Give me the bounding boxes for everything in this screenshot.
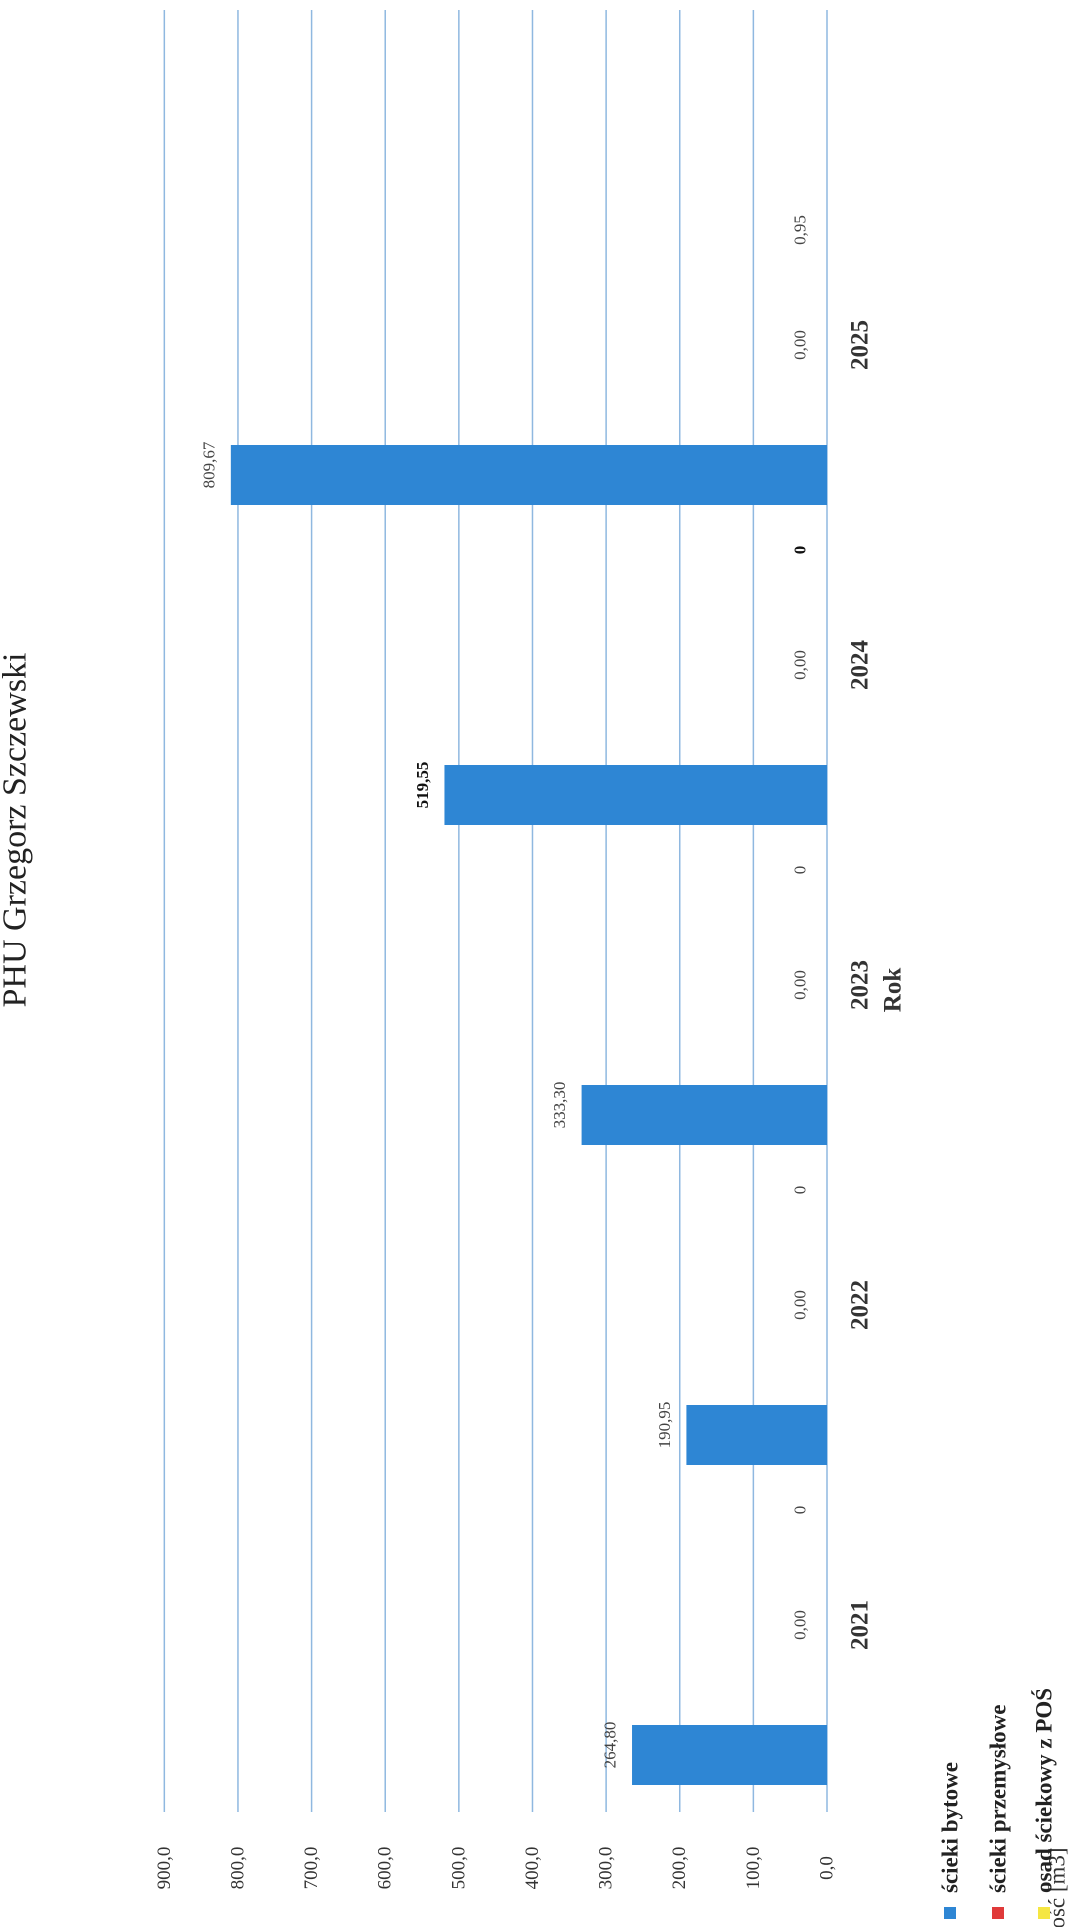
y-tick-label: 800,0: [227, 1847, 248, 1890]
chart-labels: 0,0 100,0 200,0 300,0 400,0 500,0 600,0 700,0 80…: [0, 215, 1070, 1927]
y-tick-label: 100,0: [743, 1847, 764, 1890]
data-label-osad: 0: [791, 866, 810, 875]
y-tick-label: 300,0: [596, 1847, 617, 1890]
data-label-bytowe: 264,80: [601, 1722, 620, 1769]
data-label-osad: 0: [791, 546, 810, 555]
data-label-bytowe: 809,67: [199, 441, 218, 488]
bar-bytowe-2022: [686, 1405, 827, 1465]
data-label-przemyslowe: 0,00: [791, 1610, 810, 1640]
legend-label: ścieki bytowe: [938, 1762, 963, 1893]
legend-swatch: [992, 1907, 1004, 1919]
bar-bytowe-2025: [230, 445, 828, 505]
gridlines: [163, 10, 828, 1812]
legend-label: osad ściekowy z POŚ: [1031, 1688, 1057, 1893]
chart-title: PHU Grzegorz Szczewski: [0, 653, 34, 1008]
legend-label: ścieki przemysłowe: [986, 1705, 1011, 1893]
data-label-osad: 0: [791, 1506, 810, 1515]
bars: [230, 445, 828, 1785]
y-tick-label: 900,0: [154, 1847, 175, 1890]
y-tick-label: 200,0: [669, 1847, 690, 1890]
data-label-przemyslowe: 0,00: [791, 650, 810, 680]
y-tick-label: 500,0: [448, 1847, 469, 1890]
y-tick-label: 0,0: [817, 1856, 838, 1880]
bar-bytowe-2023: [581, 1085, 827, 1145]
bar-bytowe-2024: [444, 765, 827, 825]
x-category-label: 2021: [847, 1600, 874, 1650]
y-tick-label: 600,0: [375, 1847, 396, 1890]
x-category-label: 2023: [847, 960, 874, 1010]
data-label-bytowe: 333,30: [550, 1082, 569, 1129]
x-category-label: 2024: [847, 640, 874, 691]
legend-swatch: [944, 1907, 956, 1919]
y-tick-label: 400,0: [522, 1847, 543, 1890]
data-label-bytowe: 519,55: [413, 762, 432, 809]
legend-swatch: [1038, 1907, 1050, 1919]
data-label-osad: 0,95: [791, 215, 810, 245]
data-label-przemyslowe: 0,00: [791, 1290, 810, 1320]
data-label-przemyslowe: 0,00: [791, 970, 810, 1000]
data-label-bytowe: 190,95: [655, 1402, 674, 1449]
y-tick-label: 700,0: [301, 1847, 322, 1890]
x-category-label: 2025: [847, 320, 874, 370]
x-axis-title: Rok: [880, 968, 907, 1013]
x-category-label: 2022: [847, 1280, 874, 1330]
data-label-osad: 0: [791, 1186, 810, 1195]
data-label-przemyslowe: 0,00: [791, 330, 810, 360]
bar-bytowe-2021: [632, 1725, 827, 1785]
